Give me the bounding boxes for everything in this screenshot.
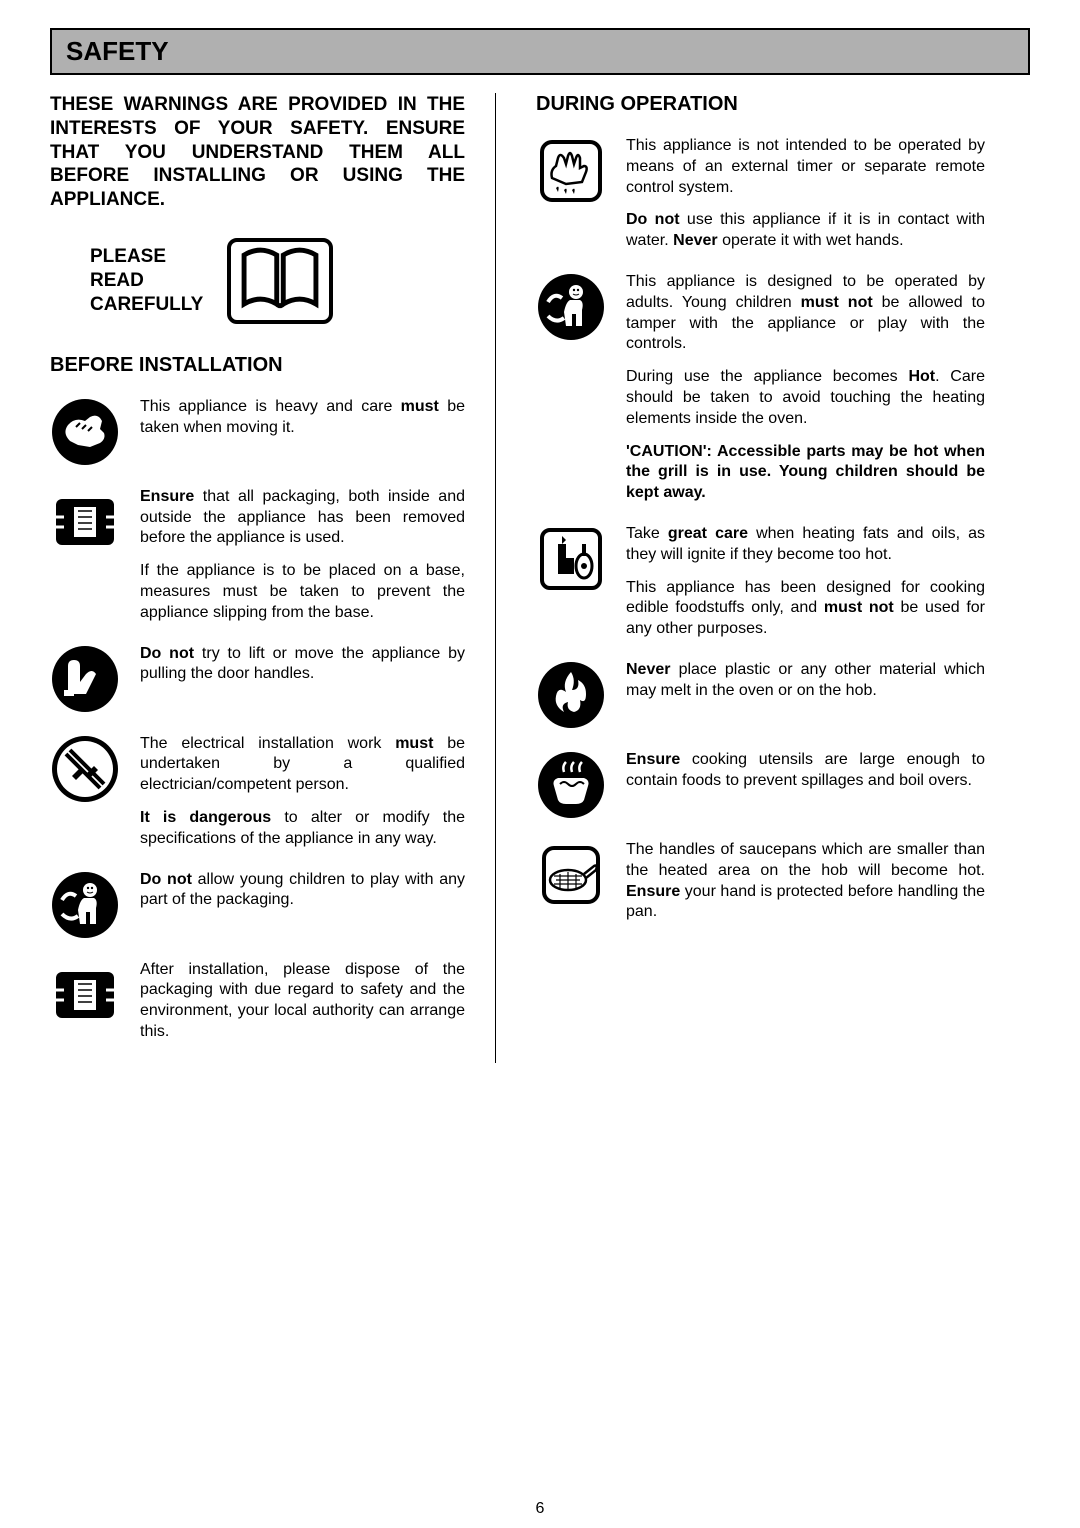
warning-item: Ensure that all packaging, both inside a… — [50, 487, 465, 624]
warning-text: The handles of saucepans which are small… — [626, 840, 985, 923]
warning-item: Take great care when heating fats and oi… — [536, 524, 985, 640]
warning-text: This appliance is designed to be operate… — [626, 272, 985, 504]
warning-item: This appliance is heavy and care must be… — [50, 397, 465, 467]
no-modify-icon — [50, 734, 120, 804]
warning-item: The electrical installation work must be… — [50, 734, 465, 850]
warning-text: The electrical installation work must be… — [140, 734, 465, 850]
warning-item: This appliance is not intended to be ope… — [536, 136, 985, 252]
warning-item: After installation, please dispose of th… — [50, 960, 465, 1043]
saucepan-icon — [536, 840, 606, 910]
warning-text: After installation, please dispose of th… — [140, 960, 465, 1043]
intro-text: THESE WARNINGS ARE PROVIDED IN THE INTER… — [50, 93, 465, 212]
fire-icon — [536, 660, 606, 730]
warning-text: Never place plastic or any other materia… — [626, 660, 985, 730]
safety-title: SAFETY — [66, 36, 1014, 67]
child-icon — [50, 870, 120, 940]
right-column: DURING OPERATION This appliance is not i… — [495, 93, 985, 1063]
child-icon — [536, 272, 606, 342]
warning-item: Never place plastic or any other materia… — [536, 660, 985, 730]
no-pull-icon — [50, 644, 120, 714]
safety-header: SAFETY — [50, 28, 1030, 75]
please-read-block: PLEASEREADCAREFULLY — [50, 238, 465, 324]
warning-item: The handles of saucepans which are small… — [536, 840, 985, 923]
packaging-icon — [50, 487, 120, 557]
hot-oil-icon — [536, 524, 606, 594]
book-icon — [227, 238, 333, 324]
warning-text: Ensure that all packaging, both inside a… — [140, 487, 465, 624]
warning-text: This appliance is heavy and care must be… — [140, 397, 465, 467]
before-install-title: BEFORE INSTALLATION — [50, 354, 465, 377]
warning-item: Do not allow young children to play with… — [50, 870, 465, 940]
warning-text: This appliance is not intended to be ope… — [626, 136, 985, 252]
wet-hand-icon — [536, 136, 606, 206]
columns: THESE WARNINGS ARE PROVIDED IN THE INTER… — [50, 93, 1030, 1063]
warning-item: This appliance is designed to be operate… — [536, 272, 985, 504]
page-number: 6 — [0, 1500, 1080, 1518]
warning-text: Ensure cooking utensils are large enough… — [626, 750, 985, 820]
warning-item: Do not try to lift or move the appliance… — [50, 644, 465, 714]
warning-item: Ensure cooking utensils are large enough… — [536, 750, 985, 820]
warning-text: Take great care when heating fats and oi… — [626, 524, 985, 640]
lift-hand-icon — [50, 397, 120, 467]
please-read-text: PLEASEREADCAREFULLY — [90, 245, 203, 316]
pot-boil-icon — [536, 750, 606, 820]
during-operation-title: DURING OPERATION — [536, 93, 985, 116]
left-column: THESE WARNINGS ARE PROVIDED IN THE INTER… — [50, 93, 495, 1063]
warning-text: Do not allow young children to play with… — [140, 870, 465, 940]
packaging-icon — [50, 960, 120, 1030]
warning-text: Do not try to lift or move the appliance… — [140, 644, 465, 714]
